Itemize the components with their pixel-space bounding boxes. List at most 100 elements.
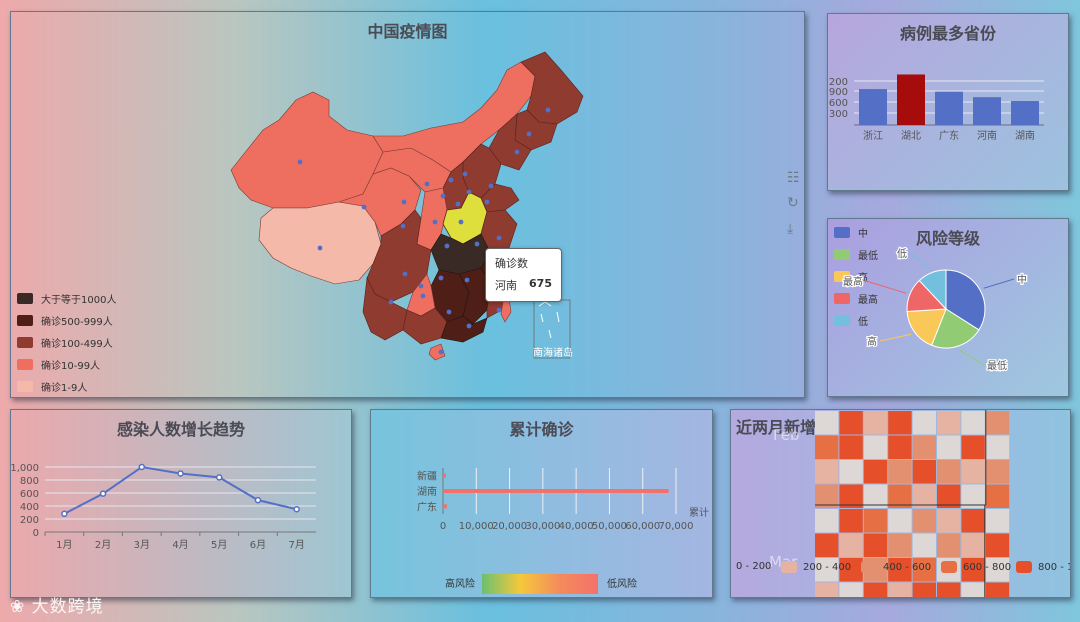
heatmap-chart[interactable]: FebMar [731,410,1071,598]
line-point[interactable] [99,490,107,497]
heat-cell[interactable] [839,460,863,484]
bar[interactable] [443,473,446,478]
risk-legend-item[interactable]: 最高 [834,291,878,306]
heat-cell[interactable] [912,509,936,533]
data-view-icon[interactable]: ☷ [787,170,800,186]
bar[interactable] [935,91,963,125]
heat-cell[interactable] [863,582,888,599]
heat-cell[interactable] [863,533,888,558]
heat-cell[interactable] [961,533,985,558]
heat-cell[interactable] [961,582,985,599]
heat-cell[interactable] [839,435,863,460]
heatmap-legend-item[interactable]: 200 - 400 [781,561,851,573]
download-icon[interactable]: ⤓ [787,221,794,237]
heat-cell[interactable] [888,460,912,484]
risk-legend-item[interactable]: 低 [834,313,868,328]
heat-cell[interactable] [985,533,1010,558]
heat-cell[interactable] [985,582,1010,599]
risk-legend-item[interactable]: 最低 [834,247,878,262]
cumulative-bar-chart[interactable]: 0 10,00020,00030,00040,00050,00060,00070,… [371,410,713,598]
heat-cell[interactable] [888,558,912,582]
heat-cell[interactable] [863,484,888,509]
heatmap-legend-item[interactable]: 600 - 800 [941,561,1011,573]
heat-cell[interactable] [985,509,1010,533]
heat-cell[interactable] [863,435,888,460]
bar[interactable] [897,74,925,125]
china-map[interactable] [11,12,805,398]
heat-cell[interactable] [912,435,936,460]
heat-cell[interactable] [985,558,1010,582]
line-point[interactable] [215,474,223,481]
legend-item-100[interactable]: 确诊100-499人 [17,335,113,350]
bar[interactable] [973,97,1001,125]
heat-cell[interactable] [815,509,839,533]
heat-cell[interactable] [937,435,961,460]
legend-item-10[interactable]: 确诊10-99人 [17,357,100,372]
line-point[interactable] [61,510,68,518]
line-point[interactable] [254,496,262,504]
heat-cell[interactable] [839,484,863,509]
heat-cell[interactable] [839,582,863,599]
heat-cell[interactable] [839,509,863,533]
heat-cell[interactable] [839,533,863,558]
heat-cell[interactable] [985,411,1010,435]
pie-slice[interactable] [918,269,947,311]
heat-cell[interactable] [912,460,936,484]
heat-cell[interactable] [912,484,936,509]
heat-cell[interactable] [863,509,888,533]
province-xinjiang[interactable] [230,91,384,209]
pie-slice[interactable] [930,308,980,349]
heat-cell[interactable] [985,484,1010,509]
heat-cell[interactable] [815,582,839,599]
heat-cell[interactable] [937,533,961,558]
heat-cell[interactable] [985,460,1010,484]
pie-slice[interactable] [906,308,947,346]
heat-cell[interactable] [937,509,961,533]
heat-cell[interactable] [888,582,912,599]
restore-icon[interactable]: ↻ [787,195,799,211]
heat-cell[interactable] [985,435,1010,460]
heat-cell[interactable] [888,435,912,460]
heat-cell[interactable] [888,533,912,558]
line-point[interactable] [293,506,300,513]
heat-cell[interactable] [961,411,985,435]
heat-cell[interactable] [839,558,863,582]
heat-cell[interactable] [937,460,961,484]
heat-cell[interactable] [937,411,961,435]
risk-legend-item[interactable]: 中 [834,225,868,240]
heat-cell[interactable] [815,484,839,509]
bar[interactable] [1011,101,1039,125]
bar[interactable] [859,89,887,125]
province-qinghai[interactable] [338,167,422,237]
heat-cell[interactable] [961,460,985,484]
legend-item-1000[interactable]: 大于等于1000人 [17,291,116,306]
risk-legend-item[interactable]: 高 [834,269,868,284]
heat-cell[interactable] [815,460,839,484]
heat-cell[interactable] [961,558,985,582]
heat-cell[interactable] [937,484,961,509]
heat-cell[interactable] [863,460,888,484]
heat-cell[interactable] [961,484,985,509]
heat-cell[interactable] [815,435,839,460]
line-point[interactable] [138,463,146,471]
legend-item-500[interactable]: 确诊500-999人 [17,313,113,328]
heat-cell[interactable] [815,558,839,582]
bar[interactable] [443,489,669,493]
heat-cell[interactable] [888,509,912,533]
heat-cell[interactable] [912,533,936,558]
heat-cell[interactable] [815,411,839,435]
heatmap-legend-item[interactable]: 400 - 600 [861,561,931,573]
heat-cell[interactable] [912,411,936,435]
heat-cell[interactable] [937,582,961,599]
province-tibet[interactable] [258,201,382,285]
line-point[interactable] [177,470,184,477]
heatmap-legend-item[interactable]: 800 - 1 [1016,561,1070,573]
province-hainan[interactable] [428,343,446,361]
province-guangdong[interactable] [440,315,488,343]
heat-cell[interactable] [961,509,985,533]
bar[interactable] [443,504,447,509]
heat-cell[interactable] [839,411,863,435]
heat-cell[interactable] [815,533,839,558]
